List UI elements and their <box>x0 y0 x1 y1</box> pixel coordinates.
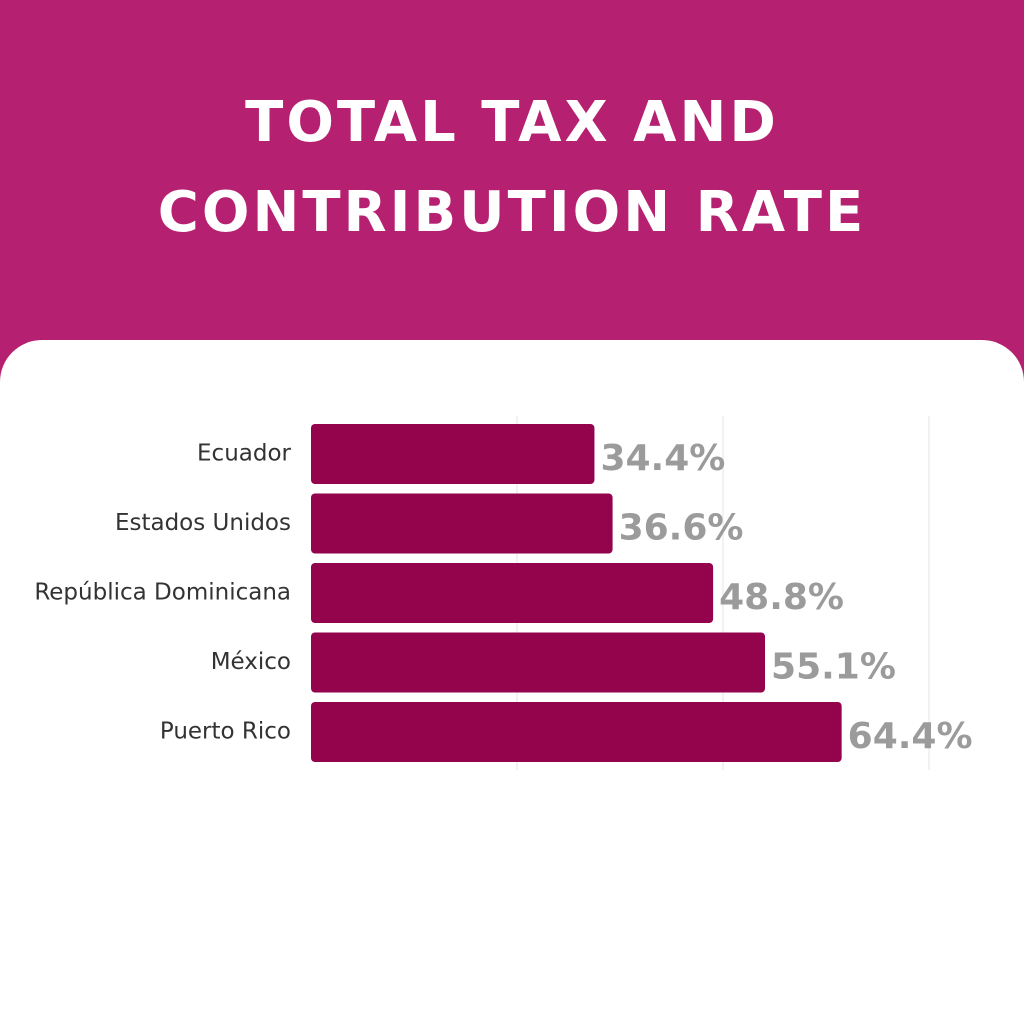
bar <box>311 493 613 554</box>
category-label: Puerto Rico <box>160 719 291 745</box>
category-label: República Dominicana <box>34 580 291 606</box>
value-label: 34.4% <box>600 438 725 479</box>
category-label: Ecuador <box>197 441 292 467</box>
value-label: 55.1% <box>771 647 896 688</box>
value-label: 64.4% <box>848 716 973 757</box>
bar <box>311 632 766 693</box>
header-banner: TOTAL TAX AND CONTRIBUTION RATE <box>0 0 1024 370</box>
bar <box>311 424 595 484</box>
value-label: 36.6% <box>619 508 744 549</box>
category-label: México <box>211 649 291 675</box>
category-label: Estados Unidos <box>115 510 291 536</box>
chart-title: TOTAL TAX AND CONTRIBUTION RATE <box>0 78 1024 258</box>
chart-title-line-2: CONTRIBUTION RATE <box>157 180 867 245</box>
bar <box>311 563 714 623</box>
bar <box>311 702 842 762</box>
value-label: 48.8% <box>719 577 844 618</box>
chart-title-line-1: TOTAL TAX AND <box>245 90 779 155</box>
